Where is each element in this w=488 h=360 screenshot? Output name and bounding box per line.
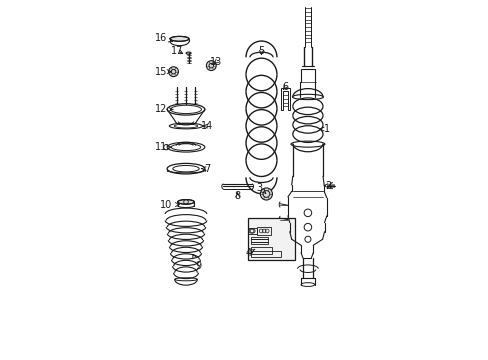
Text: 6: 6 <box>282 82 288 92</box>
Text: 5: 5 <box>258 45 264 55</box>
Bar <box>257 227 270 235</box>
Text: 15: 15 <box>154 67 171 77</box>
Text: 1: 1 <box>320 124 329 134</box>
Circle shape <box>206 61 216 71</box>
Circle shape <box>168 67 178 77</box>
Text: 9: 9 <box>192 255 201 271</box>
Circle shape <box>260 188 272 200</box>
Text: 8: 8 <box>234 191 240 201</box>
Text: 10: 10 <box>160 199 179 210</box>
Text: 17: 17 <box>171 45 183 55</box>
Ellipse shape <box>170 36 189 41</box>
Text: 7: 7 <box>201 164 210 174</box>
Bar <box>251 247 271 253</box>
Text: 16: 16 <box>154 33 172 43</box>
Text: 11: 11 <box>154 142 171 152</box>
Ellipse shape <box>177 200 194 204</box>
Ellipse shape <box>186 52 191 54</box>
Bar <box>251 237 267 244</box>
Text: 3: 3 <box>256 183 265 193</box>
Text: 4: 4 <box>245 248 254 258</box>
Text: 12: 12 <box>154 104 172 114</box>
Text: 2: 2 <box>324 181 331 191</box>
Text: 13: 13 <box>210 57 222 67</box>
Text: 14: 14 <box>200 121 212 131</box>
Bar <box>251 251 280 257</box>
Bar <box>247 218 294 260</box>
Bar <box>247 228 256 234</box>
